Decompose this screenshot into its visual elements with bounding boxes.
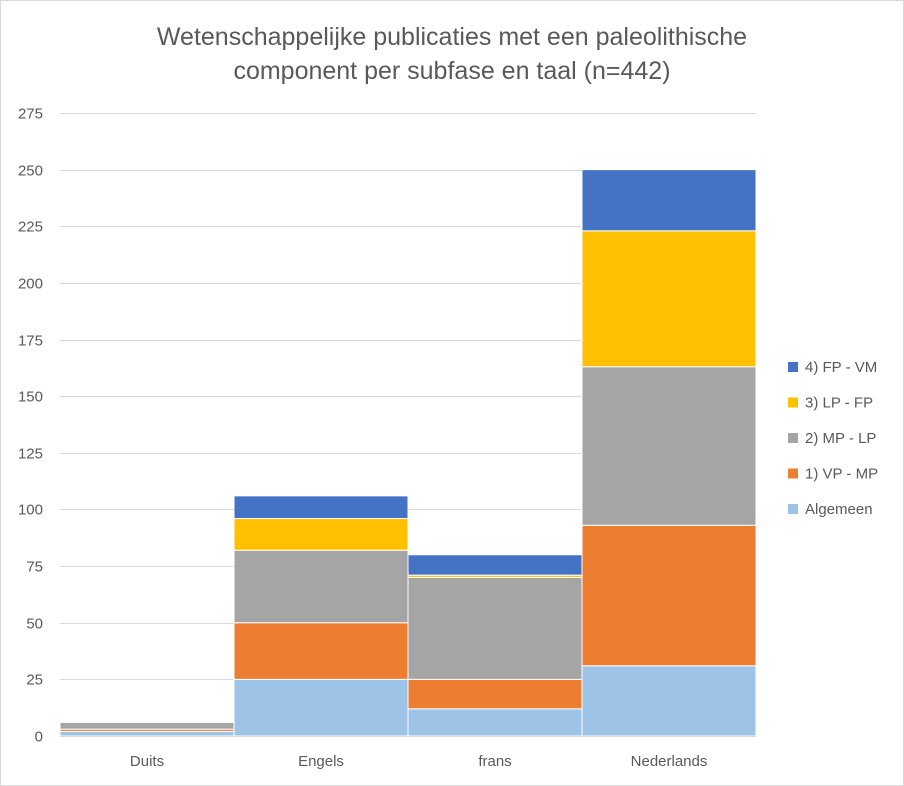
legend-swatch: [788, 397, 798, 408]
bar-segment: [233, 622, 409, 680]
bar-segment: [581, 169, 757, 232]
y-tick-label: 25: [26, 672, 43, 689]
bar-segment: [59, 730, 235, 737]
bar-segment: [581, 230, 757, 368]
bar-segment: [407, 576, 583, 680]
legend-label: 4) FP - VM: [805, 359, 877, 376]
legend-swatch: [788, 362, 798, 372]
bars: [59, 169, 757, 737]
legend-swatch: [788, 504, 798, 514]
bar-segment: [233, 549, 409, 624]
bar-segment: [59, 721, 235, 730]
legend-swatch: [788, 433, 798, 443]
legend-swatch: [788, 468, 798, 479]
y-tick-label: 275: [18, 106, 43, 123]
x-tick-label: Duits: [130, 753, 164, 770]
chart-title-line-1: Wetenschappelijke publicaties met een pa…: [156, 23, 748, 51]
legend-label: 3) LP - FP: [805, 395, 873, 412]
y-tick-label: 125: [18, 446, 43, 463]
y-tick-label: 75: [26, 559, 43, 576]
y-tick-label: 100: [18, 502, 43, 519]
y-tick-label: 0: [35, 729, 43, 746]
x-tick-label: Engels: [298, 753, 344, 770]
bar-segment: [581, 524, 757, 667]
legend-label: 2) MP - LP: [805, 430, 876, 447]
chart-title: Wetenschappelijke publicaties met een pa…: [0, 20, 904, 88]
y-tick-label: 250: [18, 163, 43, 180]
y-tick-label: 150: [18, 389, 43, 406]
y-tick-label: 200: [18, 276, 43, 293]
x-tick-label: Nederlands: [631, 753, 708, 770]
legend: 4) FP - VM 3) LP - FP 2) MP - LP 1) VP - MP…: [788, 359, 878, 518]
chart-title-line-2: component per subfase en taal (n=442): [233, 57, 671, 85]
bar-segment: [407, 678, 583, 710]
bar-segment: [581, 366, 757, 526]
axes: 0 25 50 75 100 125 150 175 200 225 250 275 Duits Enge…: [18, 106, 756, 770]
bar-segment: [233, 678, 409, 737]
legend-label: Algemeen: [805, 501, 873, 518]
legend-label: 1) VP - MP: [805, 466, 878, 483]
bar-segment: [407, 708, 583, 737]
bar-segment: [581, 665, 757, 737]
y-tick-label: 175: [18, 333, 43, 350]
y-tick-label: 225: [18, 219, 43, 236]
x-tick-label: frans: [478, 753, 511, 770]
bar-segment: [407, 554, 583, 576]
bar-segment: [233, 495, 409, 520]
bar-segment: [233, 518, 409, 551]
y-tick-label: 50: [26, 616, 43, 633]
